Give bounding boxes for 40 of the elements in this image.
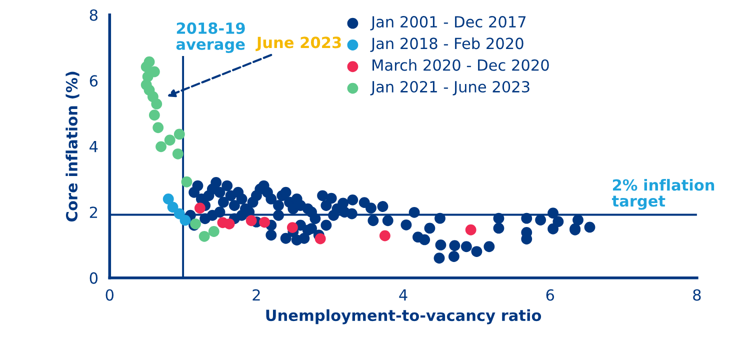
point: [162, 193, 174, 204]
annotation: June 2023: [256, 36, 341, 52]
point: [286, 222, 298, 234]
x-tick-label: 6: [546, 289, 554, 301]
x-tick-label: 8: [693, 289, 701, 301]
y-tick-label: 2: [90, 206, 98, 218]
point: [379, 230, 390, 242]
point: [164, 134, 176, 146]
ref-line-label: 2018-19 average: [176, 22, 245, 54]
y-tick-label: 4: [90, 141, 98, 152]
legend-label: Jan 2001 - Dec 2017: [370, 16, 526, 30]
y-tick-label: 0: [90, 272, 98, 284]
point: [172, 148, 184, 160]
legend-label: Jan 2018 - Feb 2020: [370, 37, 524, 52]
point: [152, 122, 164, 134]
point: [259, 216, 270, 228]
point: [174, 128, 185, 140]
point: [194, 202, 206, 214]
ref-line-label: 2% inflation target: [612, 178, 714, 210]
point: [156, 141, 166, 152]
point: [151, 98, 162, 110]
point: [314, 233, 326, 244]
point: [465, 224, 476, 236]
y-tick-label: 6: [90, 75, 98, 87]
point: [180, 214, 191, 226]
y-tick-label: 8: [90, 9, 98, 21]
x-tick-label: 2: [252, 289, 260, 301]
x-tick-label: 4: [399, 289, 408, 301]
point: [167, 202, 178, 213]
point: [148, 110, 160, 121]
point: [181, 176, 192, 188]
point: [224, 218, 235, 230]
point: [198, 230, 210, 242]
x-tick-label: 0: [106, 289, 114, 301]
x-axis-title: Unemployment-to-vacancy ratio: [266, 309, 542, 324]
point: [246, 215, 257, 226]
y-axis-title: Core inflation (%): [66, 72, 80, 222]
legend-label: Jan 2021 - June 2023: [370, 80, 530, 96]
point: [208, 226, 220, 237]
legend-label: March 2020 - Dec 2020: [372, 59, 549, 71]
